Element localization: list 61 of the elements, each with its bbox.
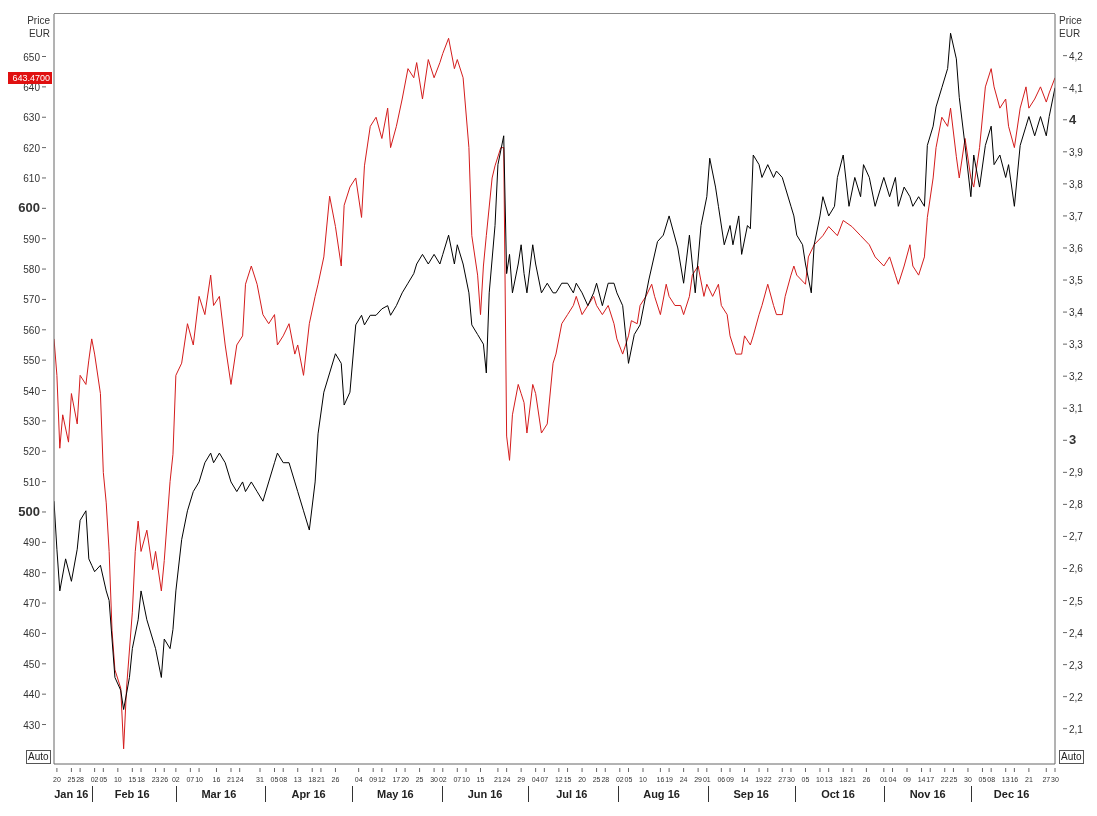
y2-tick-label: 3,8 <box>1069 178 1084 190</box>
x2-tick-label: Mar 16 <box>200 787 238 802</box>
y2-tick-label: 2,3 <box>1069 659 1084 671</box>
x2-tick-label: Feb 16 <box>113 787 151 802</box>
y-tick-label: 470 <box>23 598 41 610</box>
y-tick-label: 560 <box>23 324 41 336</box>
y-tick-label: 490 <box>23 537 41 549</box>
y-axis-title: Price EUR <box>27 15 51 39</box>
y2-tick-label: 3,2 <box>1069 371 1084 383</box>
y-tick-label: 620 <box>23 142 41 154</box>
x2-tick-label: Nov 16 <box>908 787 947 802</box>
y2-axis-title: Price EUR <box>1059 15 1083 39</box>
x2-tick-label: Jun 16 <box>466 787 504 802</box>
y2-tick-label: 3,9 <box>1069 146 1084 158</box>
x2-tick-label: May 16 <box>376 787 415 802</box>
y-tick-label: 430 <box>23 719 41 731</box>
x2-tick-label: Dec 16 <box>992 787 1031 802</box>
text: 643.4700 <box>8 71 52 84</box>
y-tick-label: 440 <box>23 689 41 701</box>
y-tick-label: 500 <box>18 503 40 519</box>
y2-tick-label: 2,1 <box>1069 723 1084 735</box>
y2-tick-label: 3,4 <box>1069 307 1084 319</box>
y2-tick-label: 2,6 <box>1069 563 1084 575</box>
x2-tick-label: Apr 16 <box>290 787 327 802</box>
y-tick-label: 650 <box>23 51 41 63</box>
text: Auto <box>1059 750 1084 764</box>
x2-tick-label: Oct 16 <box>820 787 856 802</box>
y2-tick-label: 2,7 <box>1069 531 1084 543</box>
y-tick-label: 450 <box>23 658 41 670</box>
x2-tick-label: Jul 16 <box>555 787 589 802</box>
y-tick-label: 610 <box>23 172 41 184</box>
y2-tick-label: 2,2 <box>1069 691 1084 703</box>
y-tick-label: 530 <box>23 415 41 427</box>
y-tick-label: 600 <box>18 200 40 216</box>
y-tick-label: 550 <box>23 355 41 367</box>
y-tick-label: 580 <box>23 264 41 276</box>
x2-tick-label: Aug 16 <box>642 787 681 802</box>
y-tick-label: 480 <box>23 567 41 579</box>
x2-tick-label: Jan 16 <box>53 787 90 802</box>
y2-tick-label: 2,4 <box>1069 627 1084 639</box>
y2-tick-label: 4,1 <box>1069 82 1084 94</box>
text: Auto <box>26 750 51 764</box>
y2-tick-label: 4,2 <box>1069 50 1084 62</box>
y-tick-label: 570 <box>23 294 41 306</box>
y-tick-label: 540 <box>23 385 41 397</box>
x2-tick-label: Sep 16 <box>732 787 770 802</box>
y-tick-label: 520 <box>23 446 41 458</box>
y-tick-label: 590 <box>23 233 41 245</box>
y2-tick-label: 3,7 <box>1069 210 1084 222</box>
y2-tick-label: 3,1 <box>1069 403 1084 415</box>
y2-tick-label: 3,5 <box>1069 275 1084 287</box>
y-tick-label: 630 <box>23 112 41 124</box>
y2-tick-label: 4 <box>1069 111 1077 127</box>
y2-tick-label: 2,8 <box>1069 499 1084 511</box>
y2-tick-label: 2,5 <box>1069 595 1084 607</box>
y2-tick-label: 3,6 <box>1069 242 1084 254</box>
y2-tick-label: 3 <box>1069 432 1077 448</box>
y2-tick-label: 2,9 <box>1069 467 1084 479</box>
y-tick-label: 460 <box>23 628 41 640</box>
y-tick-label: 510 <box>23 476 41 488</box>
y2-tick-label: 3,3 <box>1069 339 1084 351</box>
